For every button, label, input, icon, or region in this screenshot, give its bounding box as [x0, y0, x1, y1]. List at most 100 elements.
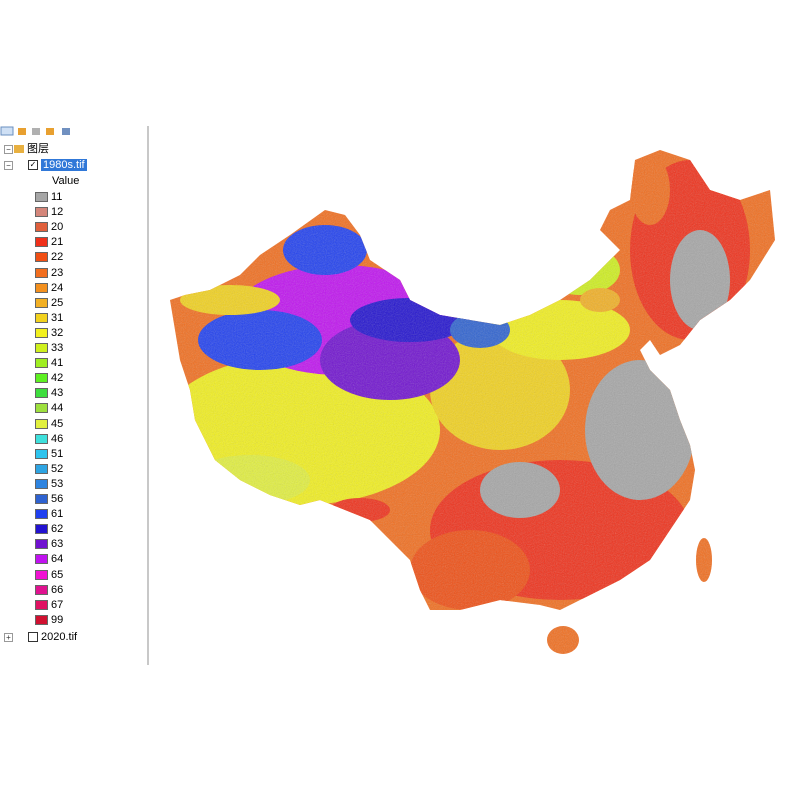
legend-swatch	[35, 327, 48, 338]
layer-checkbox[interactable]	[28, 631, 38, 642]
expand-toggle[interactable]: −	[4, 161, 13, 170]
legend-swatch	[35, 554, 48, 565]
legend-entry: 11	[51, 190, 62, 204]
toolbar[interactable]	[0, 126, 80, 136]
map-view	[170, 150, 775, 654]
legend-label: 66	[51, 583, 64, 596]
legend-entry: 22	[51, 250, 63, 264]
legend-swatch	[35, 418, 48, 429]
legend-entry: 31	[51, 311, 63, 325]
layer-checkbox[interactable]: ✓	[28, 160, 38, 171]
layer-name: 2020.tif	[41, 630, 78, 643]
legend-label: 44	[51, 402, 64, 415]
legend-entry: 53	[51, 477, 63, 491]
legend-label: 45	[51, 417, 64, 430]
legend-swatch	[35, 584, 48, 595]
legend-entry: 63	[51, 537, 63, 551]
legend-entry: 43	[51, 386, 63, 400]
group-icon	[14, 145, 24, 154]
legend-swatch	[35, 207, 48, 218]
legend-entry: 56	[51, 492, 63, 506]
layer-group[interactable]: 图层	[14, 142, 49, 156]
legend-label: 67	[51, 598, 64, 611]
legend-label: 42	[51, 372, 64, 385]
legend-entry: 41	[51, 356, 63, 370]
table-of-contents: − 图层 − ✓ 1980s.tif Value 11 12 20 21 22 23 24 25 31 32 3…	[0, 126, 149, 665]
legend-entry: 65	[51, 568, 63, 582]
legend-entry: 51	[51, 447, 63, 461]
legend-label: 41	[51, 357, 64, 370]
legend-entry: 23	[51, 266, 63, 280]
legend-swatch	[35, 282, 48, 293]
legend-entry: 62	[51, 522, 63, 536]
legend-swatch	[35, 494, 48, 504]
legend-swatch	[35, 373, 48, 384]
legend-label: 65	[51, 568, 64, 581]
legend-label: 52	[51, 462, 64, 475]
legend-swatch	[35, 478, 48, 489]
legend-swatch	[35, 403, 48, 414]
legend-label: 25	[51, 296, 64, 309]
legend-swatch	[35, 539, 48, 550]
legend-swatch	[35, 358, 48, 369]
legend-entry: 99	[51, 613, 63, 627]
legend-label: 46	[51, 432, 64, 445]
legend-label: 32	[51, 326, 64, 339]
group-label: 图层	[27, 143, 49, 155]
legend-swatch	[35, 569, 48, 580]
legend-label: 24	[51, 281, 64, 294]
layer-item[interactable]: 2020.tif	[28, 630, 77, 644]
legend-swatch	[35, 343, 48, 353]
legend-field-name: Value	[52, 175, 80, 187]
expand-toggle[interactable]: +	[4, 632, 13, 642]
legend-swatch	[35, 388, 48, 399]
expand-toggle[interactable]: −	[4, 145, 13, 154]
legend-label: 12	[51, 206, 64, 219]
legend-label: 62	[51, 523, 64, 536]
legend-label: 61	[51, 508, 64, 521]
legend-label: 56	[51, 493, 64, 505]
legend-entry: 64	[51, 552, 63, 566]
legend-swatch	[35, 312, 48, 323]
legend-swatch	[35, 222, 48, 233]
legend-entry: 33	[51, 341, 63, 355]
legend-entry: 32	[51, 326, 63, 340]
legend-label: 20	[51, 221, 64, 234]
legend-label: 43	[51, 387, 64, 400]
legend-entry: 42	[51, 371, 63, 385]
legend-entry: 45	[51, 417, 63, 431]
legend-field: Value	[52, 174, 79, 188]
legend-label: 31	[51, 311, 64, 324]
legend-entry: 24	[51, 281, 63, 295]
legend-swatch	[35, 297, 48, 308]
legend-label: 21	[51, 236, 64, 249]
legend-label: 33	[51, 342, 64, 354]
legend-entry: 12	[51, 205, 63, 219]
legend-swatch	[35, 237, 48, 248]
legend-entry: 21	[51, 235, 63, 249]
legend-swatch	[35, 192, 48, 202]
legend-entry: 66	[51, 583, 63, 597]
legend-swatch	[35, 524, 48, 535]
legend-swatch	[35, 267, 48, 278]
legend-label: 23	[51, 266, 64, 279]
legend-entry: 25	[51, 296, 63, 310]
layer-name: 1980s.tif	[41, 159, 87, 171]
legend-label: 53	[51, 477, 64, 490]
legend-swatch	[35, 463, 48, 474]
legend-label: 64	[51, 553, 64, 566]
legend-swatch	[35, 509, 48, 520]
legend-entry: 20	[51, 220, 63, 234]
legend-label: 22	[51, 251, 64, 264]
layer-item[interactable]: ✓ 1980s.tif	[28, 158, 87, 172]
legend-entry: 46	[51, 432, 63, 446]
legend-entry: 44	[51, 401, 63, 415]
legend-entry: 67	[51, 598, 63, 612]
legend-swatch	[35, 599, 48, 610]
legend-swatch	[35, 433, 48, 444]
legend-entry: 52	[51, 462, 63, 476]
legend-label: 99	[51, 613, 64, 626]
legend-label: 63	[51, 538, 64, 551]
legend-label: 11	[51, 191, 63, 203]
